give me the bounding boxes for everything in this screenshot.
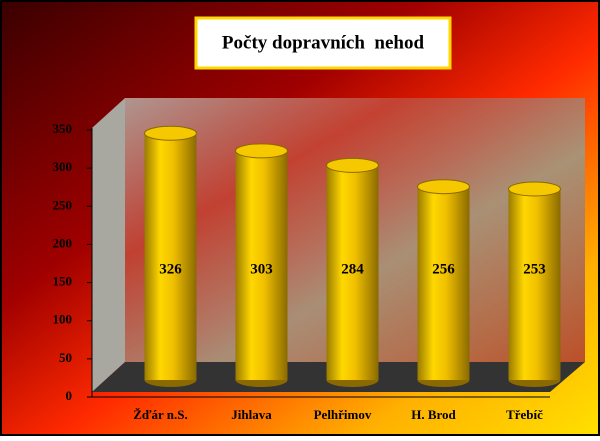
bar-top (144, 125, 197, 141)
title-box (194, 16, 452, 70)
chart-title: Počty dopravních nehod (222, 32, 425, 53)
data-label: 326 (159, 261, 182, 277)
bar (417, 186, 470, 380)
y-tick-label: 100 (53, 312, 73, 327)
bar (144, 133, 197, 380)
bar (326, 165, 379, 380)
side-wall (92, 98, 125, 392)
data-label: 284 (341, 261, 364, 277)
x-tick-label: Pelhřimov (314, 407, 372, 422)
data-label: 256 (432, 261, 455, 277)
y-tick-label: 0 (66, 388, 73, 403)
bar (508, 188, 561, 380)
y-tick-label: 50 (59, 350, 72, 365)
x-tick-label: Žďár n.S. (133, 407, 187, 422)
data-label: 253 (523, 261, 546, 277)
y-tick-label: 200 (53, 235, 73, 250)
data-label: 303 (250, 261, 273, 277)
bar-top (417, 179, 470, 195)
bar-top (235, 143, 288, 159)
x-tick-label: Třebíč (506, 407, 543, 422)
x-tick-label: Jihlava (231, 407, 272, 422)
y-tick-label: 250 (53, 197, 73, 212)
bar-top (508, 181, 561, 197)
y-tick-label: 350 (53, 121, 73, 136)
bar (235, 150, 288, 380)
y-tick-label: 300 (53, 159, 73, 174)
x-tick-label: H. Brod (411, 407, 456, 422)
bar-top (326, 157, 379, 173)
y-tick-label: 150 (53, 274, 73, 289)
